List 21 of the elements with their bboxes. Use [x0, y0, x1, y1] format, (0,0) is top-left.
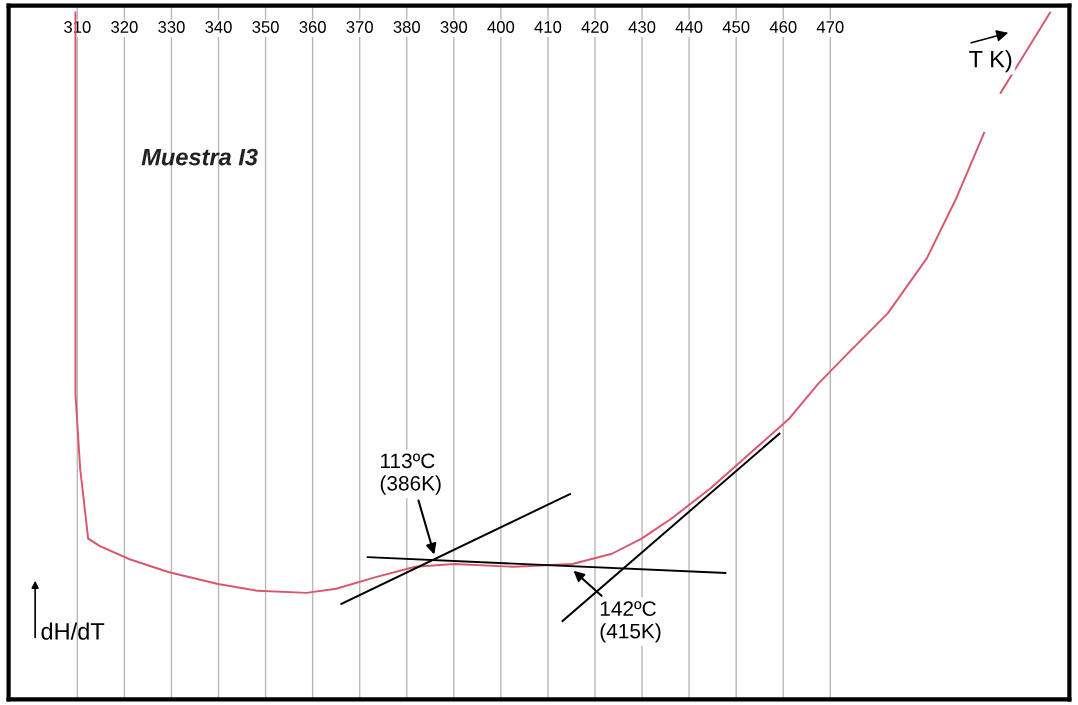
text: Muestra I3: [141, 148, 258, 166]
x-tick-label: 340: [205, 21, 232, 33]
x-tick-label: 410: [534, 21, 562, 33]
x-tick-label: 320: [111, 21, 138, 33]
x-axis-title: T K): [969, 50, 1012, 73]
x-tick-label: 360: [299, 21, 326, 33]
x-tick-label: 420: [581, 21, 609, 33]
x-tick-label: 430: [628, 21, 656, 33]
x-tick-label: 350: [252, 21, 279, 33]
x-tick-label: 370: [346, 21, 373, 33]
annotation: 142ºC (415K): [600, 601, 661, 643]
x-tick-label: 390: [440, 21, 468, 33]
x-tick-label: 400: [487, 21, 515, 33]
x-tick-label: 460: [769, 21, 797, 33]
x-tick-label: 450: [722, 21, 750, 33]
x-tick-label: 380: [393, 21, 421, 33]
x-tick-label: 330: [158, 21, 185, 33]
annotation: 113ºC (386K): [380, 453, 441, 495]
x-tick-label: 440: [675, 21, 703, 33]
x-tick-label: 470: [816, 21, 844, 33]
y-axis-title: dH/dT: [41, 622, 105, 640]
